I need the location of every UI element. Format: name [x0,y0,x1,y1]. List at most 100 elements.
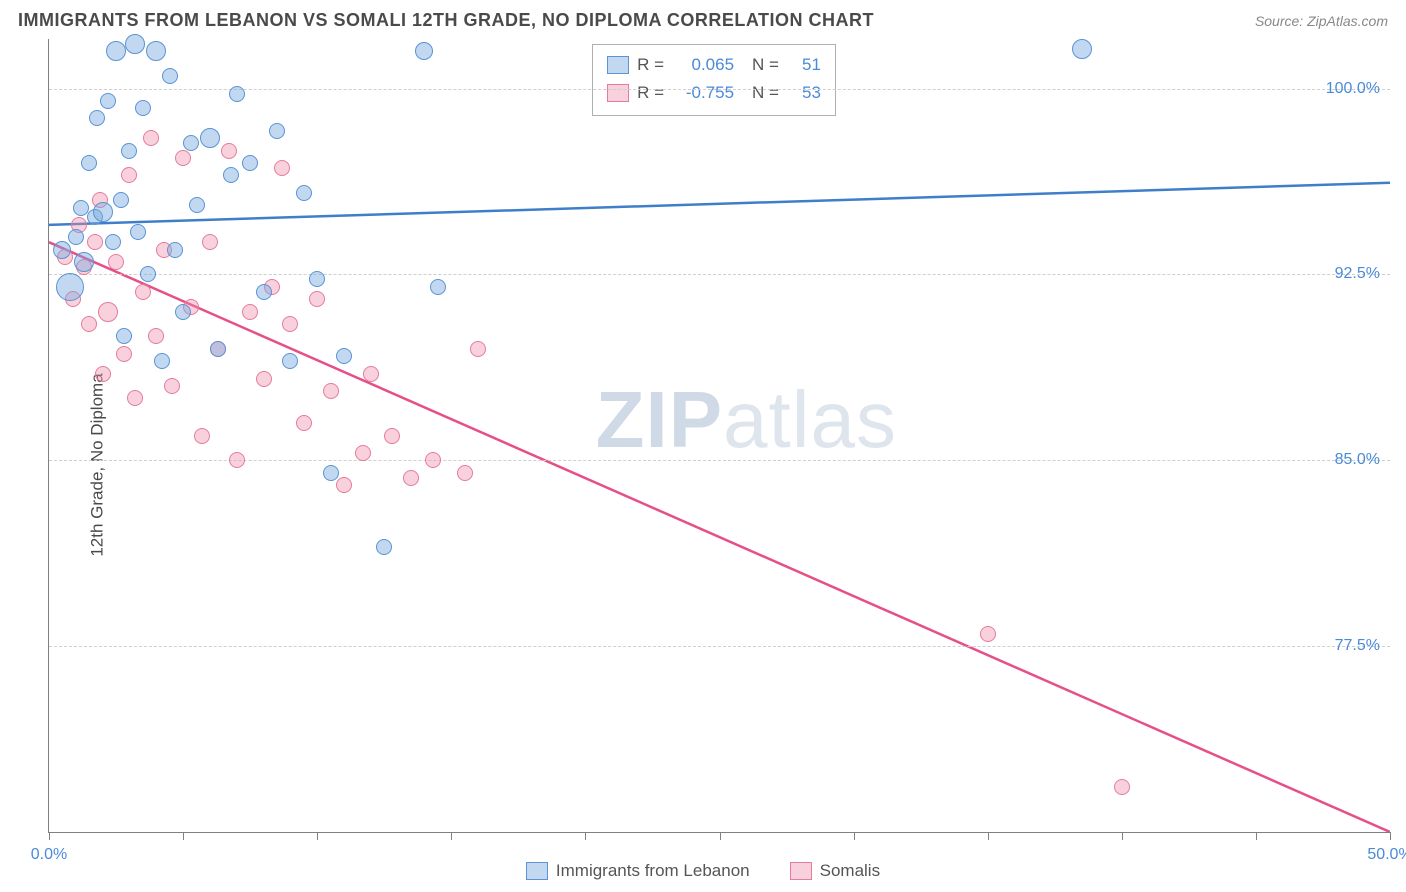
swatch [607,84,629,102]
x-tick [183,832,184,840]
watermark: ZIPatlas [596,374,897,466]
somali-point [403,470,419,486]
lebanon-point [229,86,245,102]
somali-point [470,341,486,357]
somali-point [108,254,124,270]
somali-point [164,378,180,394]
series-legend: Immigrants from Lebanon Somalis [0,857,1406,885]
lebanon-point [430,279,446,295]
lebanon-point [167,242,183,258]
lebanon-point [116,328,132,344]
gridline [49,460,1390,461]
lebanon-point [100,93,116,109]
lebanon-point [162,68,178,84]
chart-title: IMMIGRANTS FROM LEBANON VS SOMALI 12TH G… [18,10,874,31]
somali-point [425,452,441,468]
somali-point [148,328,164,344]
lebanon-point [296,185,312,201]
gridline [49,89,1390,90]
lebanon-point [125,34,145,54]
lebanon-point [175,304,191,320]
somali-point [363,366,379,382]
lebanon-swatch [526,862,548,880]
x-tick [720,832,721,840]
swatch [607,56,629,74]
somali-point [81,316,97,332]
plot-area: ZIPatlas R =0.065N =51R =-0.755N =53 100… [48,39,1390,833]
y-tick-label: 85.0% [1335,451,1380,469]
lebanon-point [105,234,121,250]
somali-point [135,284,151,300]
lebanon-point [223,167,239,183]
lebanon-point [415,42,433,60]
header: IMMIGRANTS FROM LEBANON VS SOMALI 12TH G… [0,0,1406,39]
gridline [49,646,1390,647]
x-tick [451,832,452,840]
somali-point [242,304,258,320]
chart-container: 12th Grade, No Diploma ZIPatlas R =0.065… [0,39,1406,891]
lebanon-point [200,128,220,148]
somali-point [355,445,371,461]
lebanon-point [146,41,166,61]
lebanon-point [68,229,84,245]
somali-point [309,291,325,307]
legend-item-somali: Somalis [790,857,880,885]
somali-point [194,428,210,444]
somali-point [384,428,400,444]
lebanon-point [189,197,205,213]
correlation-legend: R =0.065N =51R =-0.755N =53 [592,44,836,116]
x-tick [317,832,318,840]
somali-point [980,626,996,642]
lebanon-point [323,465,339,481]
x-tick [49,832,50,840]
x-tick [1122,832,1123,840]
lebanon-point [53,241,71,259]
lebanon-point [113,192,129,208]
somali-point [1114,779,1130,795]
x-tick [1390,832,1391,840]
somali-point [121,167,137,183]
somali-point [336,477,352,493]
corr-row: R =-0.755N =53 [607,79,821,107]
y-tick-label: 77.5% [1335,637,1380,655]
lebanon-point [74,252,94,272]
x-tick [854,832,855,840]
somali-swatch [790,862,812,880]
lebanon-point [135,100,151,116]
somali-point [229,452,245,468]
x-tick [988,832,989,840]
somali-point [116,346,132,362]
corr-row: R =0.065N =51 [607,51,821,79]
source-attribution: Source: ZipAtlas.com [1255,13,1388,29]
lebanon-point [140,266,156,282]
somali-point [95,366,111,382]
lebanon-point [56,273,84,301]
gridline [49,274,1390,275]
somali-point [457,465,473,481]
lebanon-point [282,353,298,369]
lebanon-point [183,135,199,151]
lebanon-point [121,143,137,159]
lebanon-point [89,110,105,126]
somali-point [175,150,191,166]
lebanon-point [256,284,272,300]
somali-point [323,383,339,399]
y-tick-label: 100.0% [1326,80,1380,98]
somali-point [256,371,272,387]
somali-point [202,234,218,250]
somali-point [282,316,298,332]
lebanon-point [376,539,392,555]
lebanon-point [309,271,325,287]
lebanon-point [269,123,285,139]
somali-point [87,234,103,250]
lebanon-point [210,341,226,357]
x-tick [1256,832,1257,840]
lebanon-point [336,348,352,364]
lebanon-point [242,155,258,171]
lebanon-point [81,155,97,171]
lebanon-point [1072,39,1092,59]
somali-point [143,130,159,146]
somali-point [274,160,290,176]
lebanon-point [106,41,126,61]
legend-item-lebanon: Immigrants from Lebanon [526,857,750,885]
